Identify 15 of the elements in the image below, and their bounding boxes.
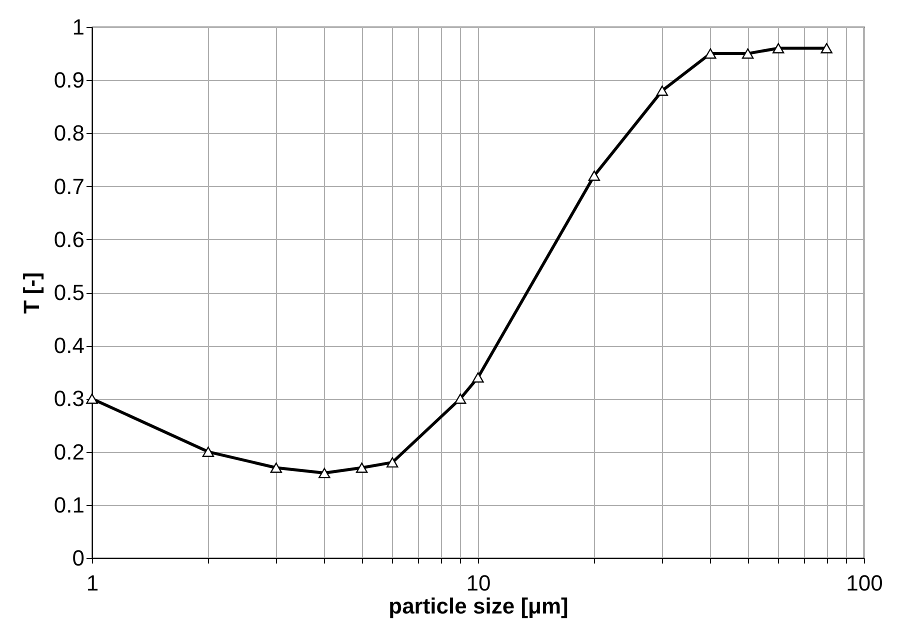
y-tick-label: 0.6: [54, 226, 84, 252]
y-tick-label: 0.3: [54, 386, 84, 412]
y-tick-label: 0.2: [54, 439, 84, 464]
x-tick-label: 100: [846, 570, 883, 596]
x-axis-title: particle size [μm]: [388, 594, 568, 618]
y-tick-label: 0.1: [54, 492, 84, 518]
y-axis-title: T [-]: [18, 272, 44, 314]
y-tick-label: 0.4: [54, 333, 84, 358]
y-tick-label: 0.5: [54, 280, 84, 305]
y-tick-label: 1: [72, 14, 84, 40]
y-tick-label: 0.9: [54, 68, 84, 93]
x-tick-label: 10: [466, 570, 491, 596]
y-tick-label: 0: [72, 546, 84, 570]
y-tick-label: 0.7: [54, 174, 84, 199]
y-tick-label: 0.8: [54, 120, 84, 146]
